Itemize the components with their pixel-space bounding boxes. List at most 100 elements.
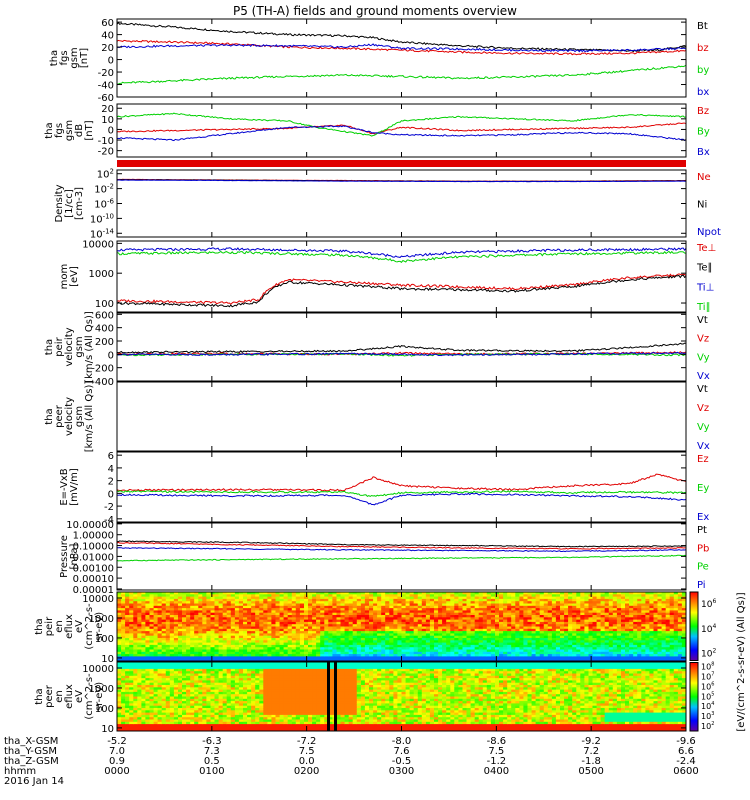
spectrogram-cell (393, 592, 398, 595)
spectrogram-cell (608, 603, 614, 607)
spectrogram-cell (295, 644, 301, 648)
spectrogram-cell (421, 605, 427, 609)
spectrogram-cell (413, 628, 419, 632)
spectrogram-cell (417, 615, 423, 618)
spectrogram-cell (299, 658, 305, 662)
spectrogram-cell (133, 687, 138, 691)
spectrogram-cell (531, 617, 537, 621)
spectrogram-cell (348, 647, 354, 650)
legend-Vt: Vt (697, 315, 708, 326)
spectrogram-cell (316, 628, 321, 632)
spectrogram-cell (165, 658, 171, 662)
spectrogram-cell (661, 628, 667, 632)
spectrogram-cell (584, 638, 589, 641)
spectrogram-cell (616, 601, 622, 604)
spectrogram-cell (255, 656, 260, 660)
spectrogram-cell (385, 610, 390, 614)
spectrogram-cell (381, 644, 386, 648)
spectrogram-cell (604, 647, 610, 650)
spectrogram-cell (356, 647, 362, 650)
spectrogram-cell (625, 656, 630, 660)
spectrogram-cell (612, 656, 618, 660)
spectrogram-cell (324, 624, 329, 627)
spectrogram-cell (259, 612, 264, 616)
spectrogram-cell (596, 617, 602, 621)
spectrogram-cell (308, 626, 313, 630)
spectrogram-cell (507, 619, 512, 623)
spectrogram-cell (222, 640, 228, 644)
spectrogram-cell (454, 647, 459, 650)
legend-by: by (697, 65, 709, 76)
spectrogram-cell (137, 615, 142, 618)
spectrogram-cell (454, 642, 459, 646)
spectrogram-cell (560, 638, 565, 641)
spectrogram-cell (625, 608, 630, 611)
spectrogram-cell (259, 642, 264, 646)
spectrogram-cell (564, 651, 569, 655)
spectrogram-cell (442, 658, 447, 662)
spectrogram-cell (389, 633, 394, 637)
spectrogram-cell (653, 617, 659, 621)
spectrogram-cell (669, 621, 675, 625)
spectrogram-cell (169, 638, 175, 641)
spectrogram-cell (389, 626, 394, 630)
spectrogram-cell (230, 610, 236, 614)
spectrogram-cell (320, 640, 325, 644)
spectrogram-cell (564, 596, 569, 600)
spectrogram-cell (222, 596, 228, 600)
spectrogram-cell (547, 610, 553, 614)
spectrogram-cell (243, 651, 248, 655)
spectrogram-cell (515, 631, 520, 634)
spectrogram-cell (478, 610, 484, 614)
spectrogram-cell (194, 642, 199, 646)
spectrogram-cell (149, 701, 155, 704)
spectrogram-cell (356, 642, 362, 646)
spectrogram-cell (608, 619, 614, 623)
spectrogram-cell (308, 656, 313, 660)
spectrogram-cell (482, 624, 488, 627)
spectrogram-cell (519, 594, 524, 598)
spectrogram-cell (519, 642, 524, 646)
spectrogram-cell (141, 610, 146, 614)
spectrogram-cell (397, 626, 402, 630)
spectrogram-cell (190, 642, 195, 646)
spectrogram-cell (178, 605, 183, 609)
spectrogram-cell (161, 666, 167, 670)
spectrogram-cell (438, 647, 443, 650)
spectrogram-cell (531, 626, 537, 630)
spectrogram-cell (425, 633, 431, 637)
spectrogram-cell (495, 644, 500, 648)
spectrogram-cell (551, 621, 557, 625)
spectrogram-cell (234, 651, 240, 655)
spectrogram-cell (377, 628, 382, 632)
spectrogram-cell (527, 624, 533, 627)
spectrogram-cell (202, 617, 207, 621)
spectrogram-cell (364, 638, 370, 641)
spectrogram-cell (145, 662, 150, 665)
spectrogram-cell (157, 649, 163, 653)
spectrogram-cell (320, 654, 325, 657)
spectrogram-cell (287, 638, 293, 641)
spectrogram-cell (125, 717, 130, 720)
spectrogram-cell (117, 710, 122, 714)
spectrogram-cell (255, 615, 260, 618)
spectrogram-cell (121, 724, 126, 727)
spectrogram-cell (157, 703, 163, 707)
spectrogram-cell (149, 631, 155, 634)
spectrogram-cell (385, 654, 390, 657)
spectrogram-cell (409, 656, 415, 660)
spectrogram-cell (169, 649, 175, 653)
spectrogram-cell (287, 654, 293, 657)
spectrogram-cell (519, 601, 524, 604)
spectrogram-cell (604, 658, 610, 662)
spectrogram-cell (251, 633, 256, 637)
spectrogram-cell (348, 624, 354, 627)
spectrogram-cell (584, 617, 589, 621)
spectrogram-cell (677, 594, 683, 598)
spectrogram-cell (161, 610, 167, 614)
spectrogram-cell (515, 656, 520, 660)
spectrogram-cell (657, 612, 663, 616)
spectrogram-cell (653, 626, 659, 630)
spectrogram-cell (669, 592, 675, 595)
spectrogram-cell (263, 615, 268, 618)
